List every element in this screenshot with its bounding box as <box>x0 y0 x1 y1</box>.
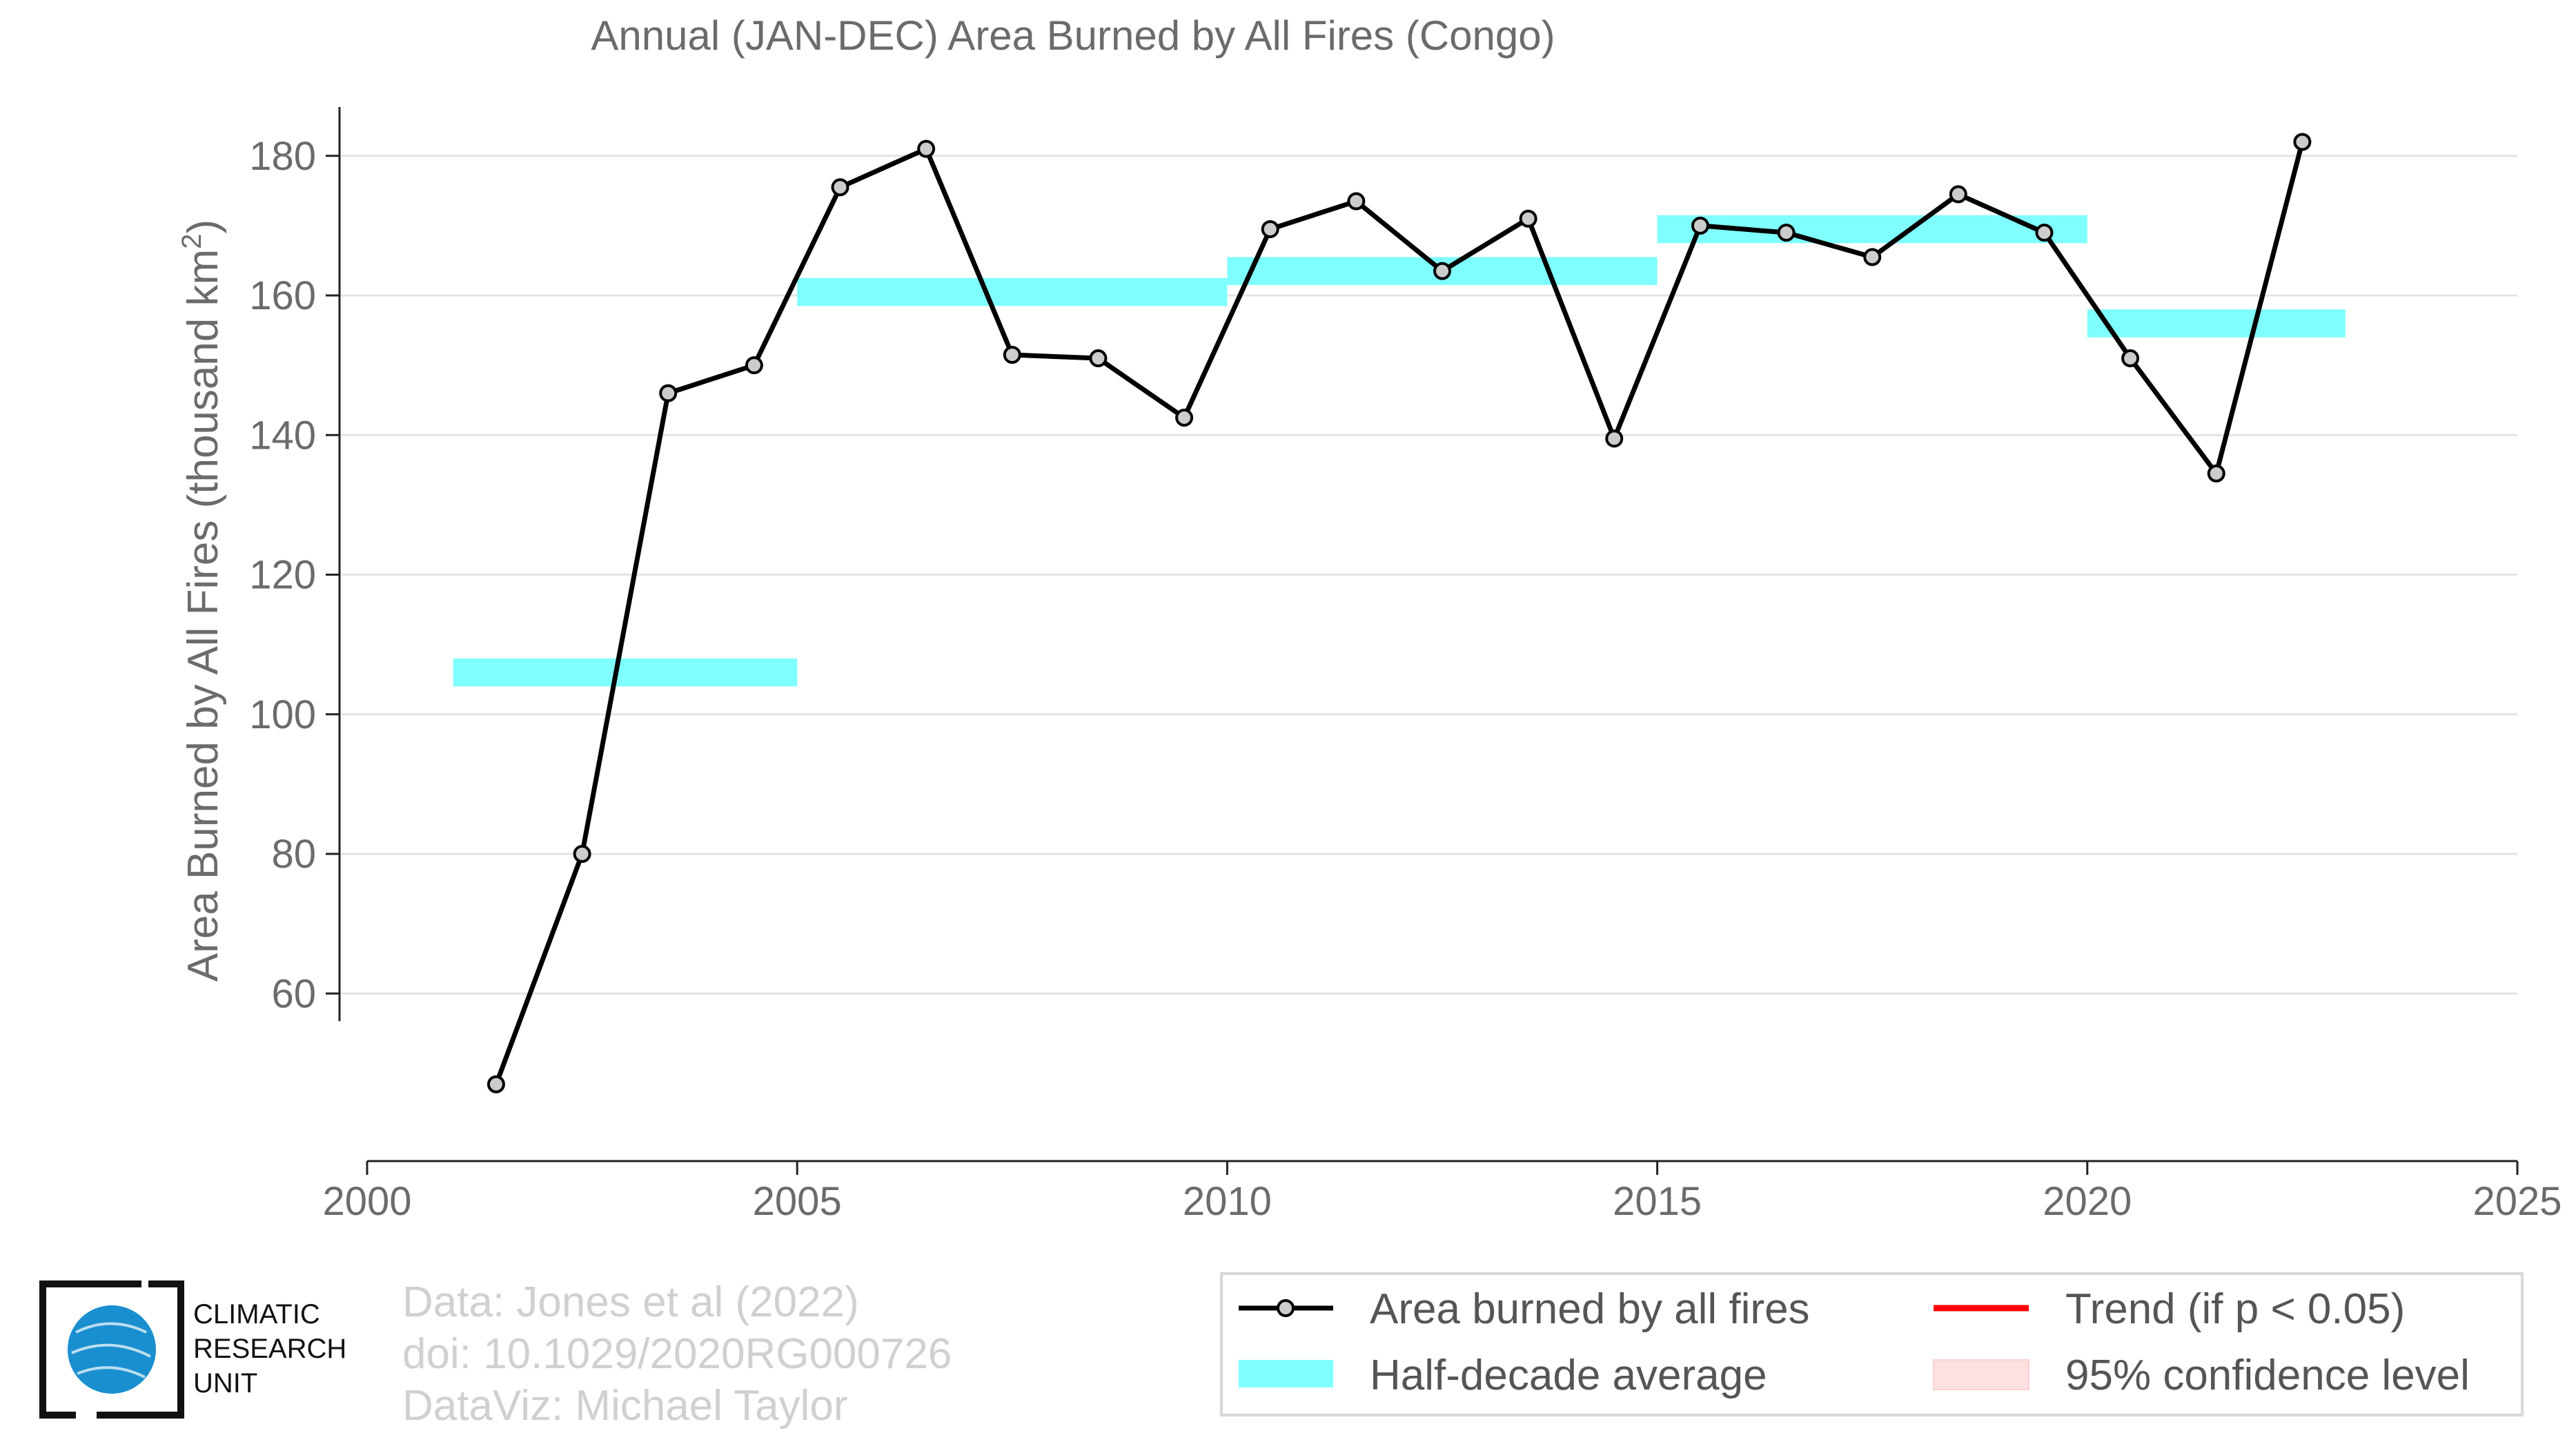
data-point-2019.5 <box>2035 224 2054 242</box>
half-decade-average-bars <box>453 215 2346 687</box>
y-axis-label: Area Burned by All Fires (thousand km2) <box>177 220 227 982</box>
x-axis: 2000 2005 2010 2015 2020 2025 <box>322 1160 2562 1224</box>
data-point-2014.5 <box>1605 429 1624 448</box>
legend-ci-swatch <box>1933 1359 2029 1390</box>
grid-lines <box>340 155 2517 995</box>
x-tick-label-2010: 2010 <box>1183 1179 1272 1224</box>
logo-bracket-right-icon <box>97 1280 184 1419</box>
series-line-0 <box>493 141 2305 1085</box>
data-point-2008.5 <box>1089 349 1108 368</box>
data-point-2011.5 <box>1347 192 1366 211</box>
legend-frame <box>1220 1272 2524 1416</box>
x-tick-label-2000: 2000 <box>322 1179 411 1224</box>
credit-dataviz: DataViz: Michael Taylor <box>402 1382 848 1430</box>
data-point-2018.5 <box>1949 185 1967 204</box>
data-point-2006.5 <box>917 139 936 158</box>
legend-halfdecade-swatch <box>1239 1360 1333 1387</box>
data-point-2016.5 <box>1777 224 1796 242</box>
logo-line-3: UNIT <box>193 1368 257 1399</box>
data-point-2020.5 <box>2121 349 2140 368</box>
x-tick-label-2015: 2015 <box>1613 1179 1702 1224</box>
x-tick-label-2020: 2020 <box>2043 1179 2132 1224</box>
x-tick-label-2005: 2005 <box>753 1179 842 1224</box>
logo-line-1: CLIMATIC <box>193 1299 320 1330</box>
globe-swirl-icon <box>71 1322 151 1379</box>
y-tick-label-100: 100 <box>249 692 316 737</box>
half-decade-bar-0 <box>453 658 798 687</box>
y-tick-label-180: 180 <box>249 134 316 179</box>
data-point-2007.5 <box>1003 345 1021 364</box>
data-point-2022.5 <box>2293 133 2312 151</box>
data-point-2010.5 <box>1261 220 1279 238</box>
data-point-2012.5 <box>1433 262 1451 280</box>
y-tick-label-120: 120 <box>249 553 316 598</box>
data-point-2009.5 <box>1175 409 1194 427</box>
y-tick-label-80: 80 <box>271 832 316 877</box>
half-decade-bar-4 <box>2087 309 2346 338</box>
data-point-2013.5 <box>1519 209 1537 228</box>
cru-logo: CLIMATIC RESEARCH UNIT <box>39 1280 346 1419</box>
legend-label-ci: 95% confidence level <box>2065 1352 2470 1399</box>
area-burned-series <box>486 133 2312 1093</box>
legend: Area burned by all fires Trend (if p < 0… <box>1220 1272 2524 1416</box>
chart-title: Annual (JAN-DEC) Area Burned by All Fire… <box>591 12 1555 59</box>
x-tick-label-2025: 2025 <box>2472 1179 2562 1224</box>
credit-data: Data: Jones et al (2022) <box>402 1278 859 1326</box>
data-point-2002.5 <box>573 845 591 864</box>
legend-label-halfdecade: Half-decade average <box>1370 1352 1767 1399</box>
logo-line-2: RESEARCH <box>193 1334 346 1364</box>
legend-label-trend: Trend (if p < 0.05) <box>2065 1285 2405 1333</box>
data-point-2021.5 <box>2207 464 2225 483</box>
credit-doi: doi: 10.1029/2020RG000726 <box>402 1330 952 1378</box>
credits: Data: Jones et al (2022) doi: 10.1029/20… <box>402 1278 952 1430</box>
data-point-2001.5 <box>486 1075 505 1093</box>
y-axis: 60 80 100 120 140 160 180 <box>249 107 341 1022</box>
data-point-2005.5 <box>831 178 849 197</box>
data-point-2004.5 <box>745 356 763 375</box>
logo-bracket-icon <box>39 1280 141 1419</box>
y-tick-label-140: 140 <box>249 413 316 458</box>
y-tick-label-160: 160 <box>249 273 316 318</box>
legend-label-line: Area burned by all fires <box>1370 1285 1810 1333</box>
data-point-2015.5 <box>1691 216 1709 235</box>
data-point-2003.5 <box>659 384 678 402</box>
half-decade-bar-1 <box>797 277 1228 306</box>
legend-marker-swatch <box>1277 1299 1295 1317</box>
data-point-2017.5 <box>1863 248 1882 266</box>
y-tick-label-60: 60 <box>271 971 316 1016</box>
